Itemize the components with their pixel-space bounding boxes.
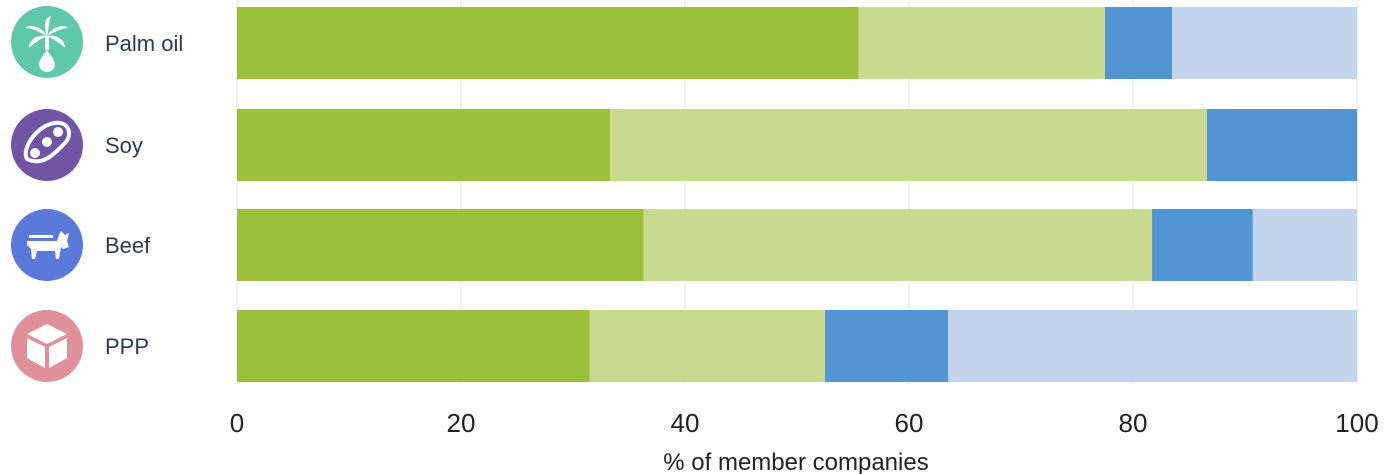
bar-beef-segment-3	[1152, 209, 1253, 281]
palm-tree-drop-icon	[11, 6, 83, 78]
category-label-soy: Soy	[105, 133, 143, 158]
bar-ppp-segment-2	[589, 310, 825, 382]
x-tick-label-20: 20	[447, 408, 476, 438]
bar-soy-segment-2	[609, 109, 1207, 181]
category-labels: Palm oil Soy Beef PPP	[105, 31, 183, 359]
bar-palm-oil-segment-3	[1105, 7, 1173, 79]
bar-palm-oil-segment-4	[1172, 7, 1357, 79]
category-icons	[11, 6, 83, 382]
cow-icon	[11, 209, 83, 281]
soybean-pod-icon	[11, 109, 83, 181]
bar-palm-oil-segment-1	[237, 7, 859, 79]
bar-ppp-segment-4	[948, 310, 1357, 382]
x-tick-label-60: 60	[895, 408, 924, 438]
category-label-palm-oil: Palm oil	[105, 31, 183, 56]
bar-beef-segment-1	[237, 209, 644, 281]
bar-ppp-segment-1	[237, 310, 590, 382]
category-label-beef: Beef	[105, 233, 151, 258]
x-tick-label-80: 80	[1119, 408, 1148, 438]
bar-beef-segment-4	[1252, 209, 1357, 281]
bar-beef-segment-2	[643, 209, 1153, 281]
bars-group	[237, 7, 1357, 382]
package-box-icon	[11, 310, 83, 382]
category-label-ppp: PPP	[105, 334, 149, 359]
bar-soy-segment-1	[237, 109, 610, 181]
x-tick-label-0: 0	[230, 408, 244, 438]
x-tick-labels: 0 20 40 60 80 100	[230, 408, 1379, 438]
x-tick-label-40: 40	[671, 408, 700, 438]
x-tick-label-100: 100	[1335, 408, 1378, 438]
bar-soy-segment-3	[1206, 109, 1357, 181]
bar-ppp-segment-3	[825, 310, 949, 382]
x-axis-title: % of member companies	[663, 449, 928, 474]
bar-palm-oil-segment-2	[858, 7, 1105, 79]
